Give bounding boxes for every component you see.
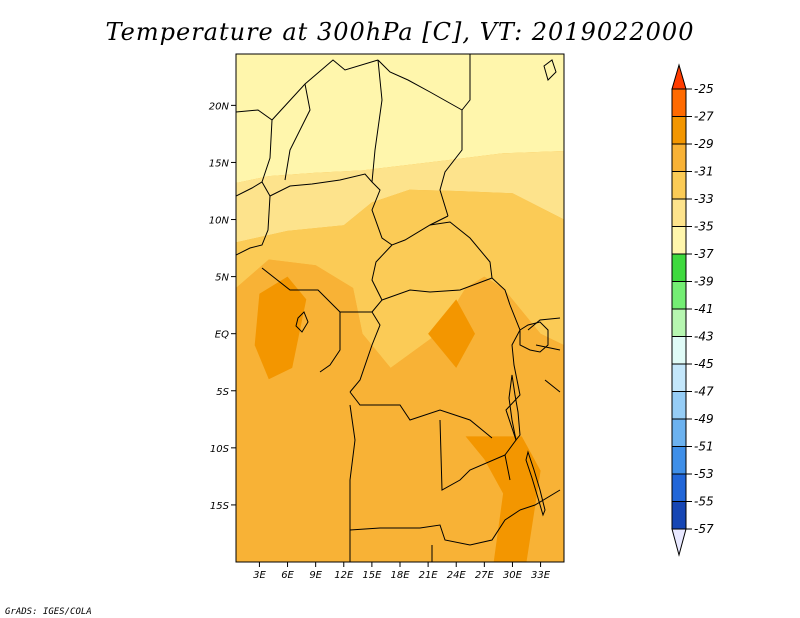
colorbar-label: -43	[694, 330, 714, 344]
colorbar-swatch	[671, 281, 687, 310]
colorbar-over-arrow	[671, 63, 687, 90]
y-tick-label: 10S	[210, 444, 230, 455]
colorbar-label: -35	[694, 220, 714, 234]
temperature-region	[236, 151, 564, 243]
x-tick-label: 24E	[447, 570, 467, 581]
temperature-region	[236, 54, 564, 183]
colorbar-label: -55	[694, 495, 714, 509]
colorbar-swatch	[671, 171, 687, 200]
x-tick-label: 21E	[419, 570, 439, 581]
colorbar-swatch	[671, 88, 687, 117]
credit-label: GrADS: IGES/COLA	[5, 607, 92, 617]
y-tick-label: 5S	[216, 387, 229, 398]
colorbar-swatch	[671, 501, 687, 530]
colorbar-swatch	[671, 391, 687, 420]
temperature-region	[254, 276, 307, 380]
temperature-region	[236, 259, 564, 562]
colorbar-swatch	[671, 446, 687, 475]
colorbar-label: -57	[694, 522, 714, 536]
colorbar-label: -25	[694, 82, 714, 96]
colorbar-label: -53	[694, 467, 714, 481]
colorbar-label: -37	[694, 247, 714, 261]
x-tick-label: 12E	[334, 570, 354, 581]
colorbar-label: -49	[694, 412, 714, 426]
temperature-region	[428, 299, 475, 368]
x-tick-label: 3E	[253, 570, 266, 581]
y-tick-label: 10N	[209, 216, 230, 227]
y-tick-label: 15N	[209, 158, 230, 169]
y-tick-label: 20N	[209, 101, 230, 112]
colorbar-label: -47	[694, 385, 714, 399]
colorbar-swatch	[671, 363, 687, 392]
x-tick-label: 30E	[503, 570, 523, 581]
temperature-fields	[236, 54, 564, 562]
colorbar-label: -29	[694, 137, 714, 151]
colorbar-swatch	[671, 336, 687, 365]
y-tick-label: EQ	[215, 330, 229, 341]
y-axis: 20N 15N 10N 5N EQ 5S 10S 15S	[209, 101, 236, 512]
y-tick-label: 15S	[210, 501, 230, 512]
colorbar-swatch	[671, 473, 687, 502]
x-tick-label: 6E	[281, 570, 294, 581]
colorbar-label: -31	[694, 165, 714, 179]
colorbar-swatch	[671, 226, 687, 255]
colorbar-label: -27	[694, 110, 714, 124]
lake-outlines	[295, 59, 557, 517]
x-axis: 3E 6E 9E 12E 15E 18E 21E 24E 27E 30E 33E	[253, 562, 551, 581]
temperature-region	[236, 189, 564, 368]
colorbar: -25 -27 -29 -31 -33 -35 -37 -39 -41 -43 -45 -47 -49 -…	[671, 63, 714, 557]
colorbar-under-arrow	[671, 528, 687, 557]
x-tick-label: 9E	[309, 570, 322, 581]
y-tick-label: 5N	[215, 273, 229, 284]
colorbar-swatch	[671, 143, 687, 172]
colorbar-swatch	[671, 308, 687, 337]
chart-title: Temperature at 300hPa [C], VT: 201902200…	[106, 18, 695, 46]
colorbar-label: -41	[694, 302, 714, 316]
country-borders	[236, 54, 561, 562]
plot-area: 3E 6E 9E 12E 15E 18E 21E 24E 27E 30E 33E 20N 15N 10N…	[209, 53, 565, 581]
colorbar-swatch	[671, 418, 687, 447]
x-tick-label: 33E	[531, 570, 551, 581]
colorbar-label: -51	[694, 440, 714, 454]
temperature-region	[465, 436, 541, 562]
colorbar-label: -45	[694, 357, 714, 371]
x-tick-label: 18E	[390, 570, 410, 581]
colorbar-swatch	[671, 198, 687, 227]
colorbar-label: -39	[694, 275, 714, 289]
x-tick-label: 15E	[362, 570, 382, 581]
colorbar-swatch	[671, 253, 687, 282]
colorbar-label: -33	[694, 192, 714, 206]
x-tick-label: 27E	[475, 570, 495, 581]
colorbar-swatch	[671, 116, 687, 145]
